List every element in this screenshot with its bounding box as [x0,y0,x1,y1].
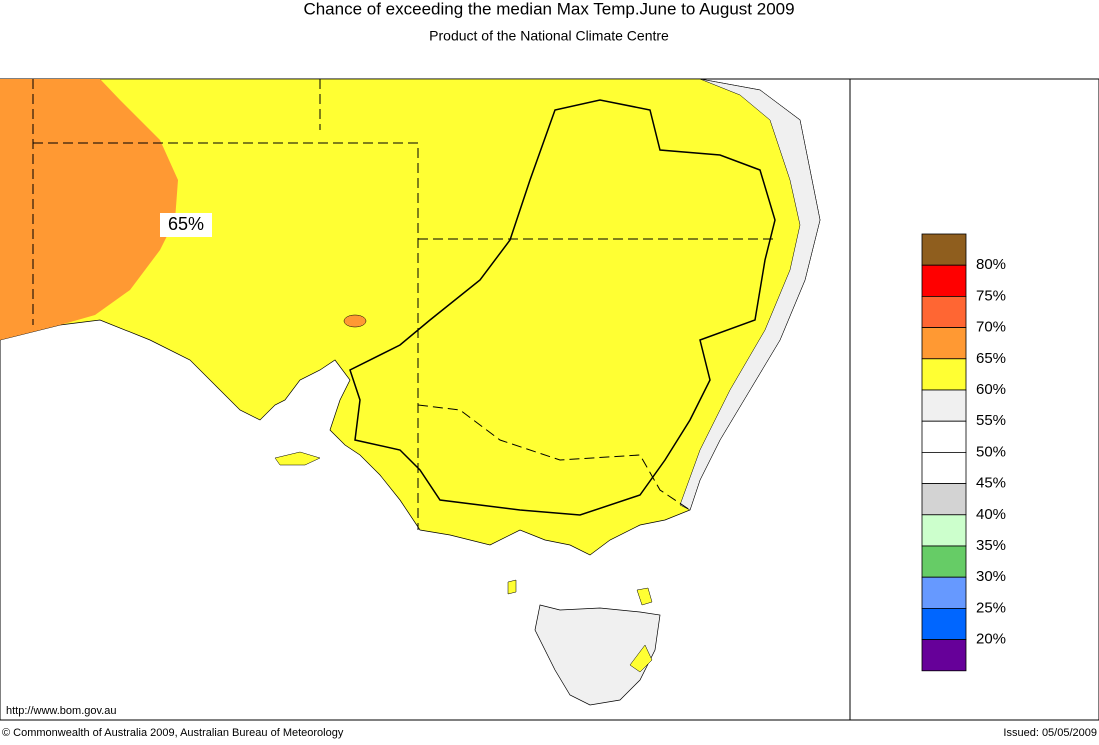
legend-swatch [921,327,967,360]
legend-label: 80% [976,256,1006,273]
legend-swatch [921,483,967,516]
legend-label: 30% [976,568,1006,585]
legend-swatch [921,389,967,422]
legend-label: 40% [976,506,1006,523]
legend-label: 60% [976,381,1006,398]
legend-label: 70% [976,319,1006,336]
legend-label: 25% [976,599,1006,616]
copyright: © Commonwealth of Australia 2009, Austra… [2,727,344,739]
legend-swatch [921,608,967,641]
legend-label: 20% [976,631,1006,648]
island [274,451,321,466]
coast-strip [679,78,821,511]
region-label: 65% [168,214,204,234]
legend-label: 55% [976,412,1006,429]
issued: Issued: 05/05/2009 [1003,727,1097,739]
legend-swatch [921,420,967,453]
legend-swatch [921,451,967,484]
title: Chance of exceeding the median Max Temp.… [303,0,794,18]
legend-swatch [921,514,967,547]
legend-label: 50% [976,443,1006,460]
orange-spot [343,314,367,328]
url: http://www.bom.gov.au [6,705,116,717]
legend-swatch [921,358,967,391]
tas-yellow [629,644,653,673]
state-borders [32,79,775,530]
legend-swatch [921,264,967,297]
legend-swatch [921,639,967,672]
tasmania [534,604,661,706]
label-box [160,213,212,237]
subtitle: Product of the National Climate Centre [429,28,669,44]
legend-swatch [921,233,967,266]
legend-label: 35% [976,537,1006,554]
legend-label: 45% [976,475,1006,492]
orange-region [0,79,178,340]
legend: 80% 75% 70% 65% 60% 55% 50% 45% 40% 35% 30% 25% 20% [921,233,1006,672]
basin-boundary [349,99,776,516]
legend-label: 65% [976,350,1006,367]
legend-swatch [921,545,967,578]
legend-swatch [921,576,967,609]
legend-panel [849,78,1099,721]
map: 65% http://www.bom.gov.au [0,78,851,721]
legend-label: 75% [976,287,1006,304]
legend-swatch [921,295,967,328]
islets [507,579,653,606]
